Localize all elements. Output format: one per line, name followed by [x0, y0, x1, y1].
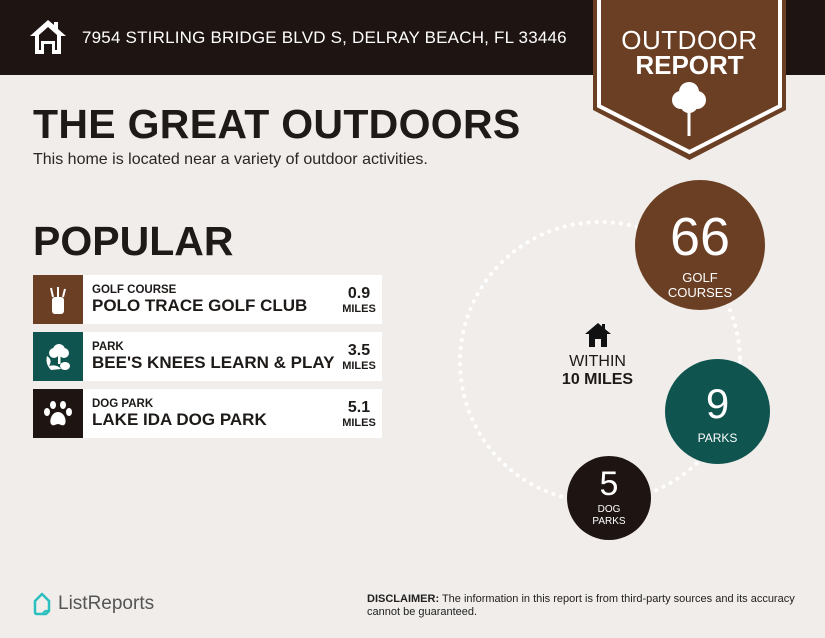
paw-icon — [33, 389, 83, 438]
radius-label: WITHIN 10 MILES — [540, 322, 655, 389]
item-category: GOLF COURSE — [92, 284, 177, 296]
home-icon — [584, 323, 611, 347]
item-name: POLO TRACE GOLF CLUB — [92, 296, 308, 315]
park-icon — [33, 332, 83, 381]
stat-parks: 9 PARKS — [665, 359, 770, 464]
item-distance: 3.5 — [347, 342, 371, 359]
item-category: DOG PARK — [92, 398, 154, 410]
page-title: THE GREAT OUTDOORS — [33, 101, 521, 147]
stat-count: 5 — [599, 465, 619, 503]
badge-line2: REPORT — [635, 50, 744, 80]
home-icon — [30, 20, 66, 54]
item-name: BEE'S KNEES LEARN & PLAY — [92, 353, 335, 372]
golf-bag-icon — [33, 275, 83, 324]
popular-item-golf[interactable]: GOLF COURSE POLO TRACE GOLF CLUB 0.9 MILES — [33, 275, 382, 324]
stat-label: PARKS — [592, 516, 626, 527]
badge-line1: OUTDOOR — [621, 25, 758, 55]
popular-item-dog-park[interactable]: DOG PARK LAKE IDA DOG PARK 5.1 MILES — [33, 389, 382, 438]
page-subtitle: This home is located near a variety of o… — [33, 151, 428, 168]
item-unit: MILES — [342, 303, 376, 315]
item-unit: MILES — [342, 360, 376, 372]
brand-name: ListReports — [58, 593, 155, 614]
stat-golf-courses: 66 GOLF COURSES — [635, 180, 765, 310]
item-distance: 0.9 — [347, 285, 371, 302]
within-text: WITHIN — [569, 353, 626, 370]
item-category: PARK — [92, 341, 124, 353]
stat-label: COURSES — [667, 285, 733, 300]
stat-label: DOG — [597, 504, 621, 515]
property-address: 7954 STIRLING BRIDGE BLVD S, DELRAY BEAC… — [82, 28, 567, 47]
disclaimer-label: DISCLAIMER: — [367, 593, 440, 605]
item-unit: MILES — [342, 417, 376, 429]
popular-heading: POPULAR — [33, 218, 234, 264]
disclaimer: DISCLAIMER: The information in this repo… — [367, 593, 797, 619]
outdoor-report-badge — [593, 0, 786, 160]
disclaimer-text: The information in this report is from t… — [367, 593, 795, 618]
listreports-logo-icon — [33, 592, 51, 616]
listreports-logo[interactable]: ListReports — [32, 592, 154, 616]
popular-item-park[interactable]: PARK BEE'S KNEES LEARN & PLAY 3.5 MILES — [33, 332, 382, 381]
tree-icon — [672, 82, 706, 136]
stat-count: 66 — [669, 207, 731, 267]
stat-label: GOLF — [682, 270, 718, 285]
item-name: LAKE IDA DOG PARK — [92, 410, 267, 429]
stat-count: 9 — [705, 380, 730, 427]
item-distance: 5.1 — [347, 399, 371, 416]
stat-label: PARKS — [697, 431, 738, 445]
stat-dog-parks: 5 DOG PARKS — [567, 456, 651, 540]
distance-text: 10 MILES — [561, 371, 634, 388]
